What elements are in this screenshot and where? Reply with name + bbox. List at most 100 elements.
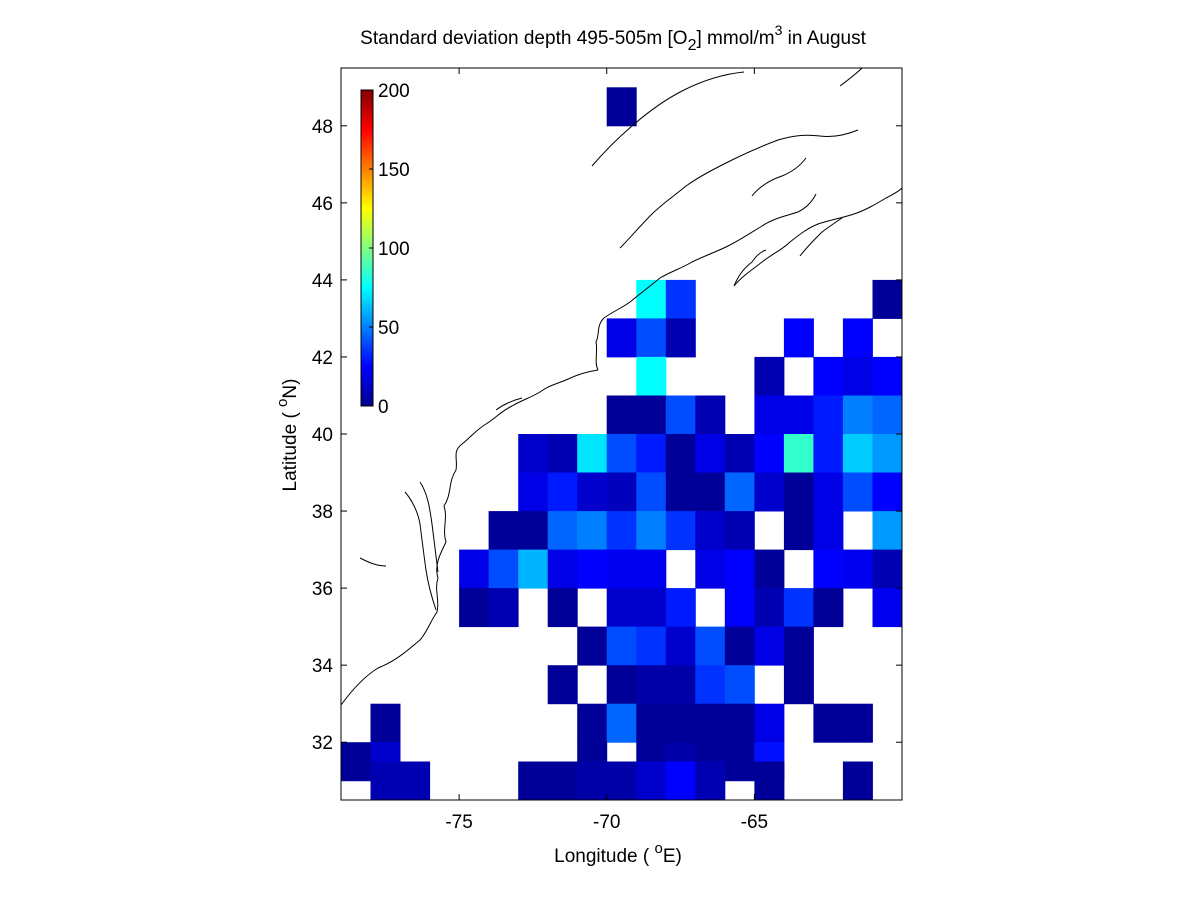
- heatmap-cell: [695, 434, 726, 473]
- heatmap-cell: [636, 549, 667, 589]
- heatmap-cell: [872, 472, 903, 512]
- heatmap-cell: [754, 703, 785, 743]
- heatmap-cell: [636, 318, 667, 358]
- heatmap-cell: [695, 703, 726, 743]
- heatmap-cell: [636, 434, 667, 473]
- heatmap-cell: [488, 511, 519, 551]
- heatmap-cell: [754, 761, 785, 801]
- heatmap-cell: [724, 511, 755, 551]
- y-tick-label: 48: [312, 117, 333, 138]
- heatmap-cell: [606, 761, 637, 801]
- x-axis-label: Longitude ( oE): [554, 840, 682, 867]
- heatmap-cell: [636, 279, 667, 319]
- chart-title: Standard deviation depth 495-505m [O2] m…: [360, 22, 866, 54]
- heatmap-cell: [577, 761, 608, 801]
- heatmap-cell: [577, 703, 608, 743]
- y-axis-ticks: 32 34 36 38 40 42 44 46 48: [312, 117, 902, 754]
- heatmap-cell: [842, 472, 873, 512]
- plot-area: [340, 67, 903, 801]
- heatmap-cell: [813, 434, 844, 473]
- colorbar-tick-label: 50: [378, 318, 399, 339]
- heatmap-cell: [754, 549, 785, 589]
- y-axis-label: Latitude ( oN): [274, 379, 301, 492]
- heatmap-cell: [665, 703, 696, 743]
- heatmap-cell: [636, 356, 667, 396]
- heatmap-cell: [665, 434, 696, 473]
- heatmap-cell: [665, 588, 696, 628]
- heatmap-cell: [665, 511, 696, 551]
- heatmap-cell: [872, 511, 903, 551]
- heatmap-cell: [754, 434, 785, 473]
- heatmap-cell: [341, 742, 371, 782]
- colorbar-tick-label: 150: [378, 160, 410, 181]
- heatmap-cell: [842, 356, 873, 396]
- colorbar-tick-label: 0: [378, 397, 389, 418]
- heatmap-cell: [547, 434, 578, 473]
- colorbar-tick-label: 200: [378, 81, 410, 102]
- heatmap-cell: [783, 434, 814, 473]
- heatmap-cell: [872, 549, 903, 589]
- heatmap-cell: [577, 434, 608, 473]
- heatmap-cell: [813, 472, 844, 512]
- heatmap-cell: [518, 472, 549, 512]
- heatmap-cell: [547, 665, 578, 705]
- colorbar: 0 50 100 150 200: [360, 81, 410, 418]
- heatmap-cell: [606, 703, 637, 743]
- heatmap-cell: [606, 434, 637, 473]
- heatmap-cell: [783, 588, 814, 628]
- heatmap-cell: [695, 472, 726, 512]
- heatmap-cell: [783, 318, 814, 358]
- heatmap-cell: [636, 703, 667, 743]
- y-tick-label: 40: [312, 425, 333, 446]
- heatmap-cell: [606, 626, 637, 666]
- heatmap-cell: [724, 703, 755, 743]
- heatmap-cell: [636, 472, 667, 512]
- heatmap-cell: [842, 703, 873, 743]
- heatmap-cell: [665, 665, 696, 705]
- heatmap-cell: [636, 761, 667, 801]
- y-tick-label: 46: [312, 194, 333, 215]
- heatmap-cell: [400, 761, 431, 801]
- heatmap-cell: [606, 588, 637, 628]
- heatmap-cell: [547, 511, 578, 551]
- heatmap-cell: [518, 549, 549, 589]
- heatmap-cell: [813, 588, 844, 628]
- heatmap-cell: [636, 665, 667, 705]
- heatmap-cell: [606, 472, 637, 512]
- x-tick-label: -65: [741, 812, 768, 833]
- heatmap-cell: [665, 761, 696, 801]
- heatmap-cell: [783, 472, 814, 512]
- heatmap-cell: [577, 626, 608, 666]
- x-tick-label: -75: [445, 812, 472, 833]
- heatmap-cell: [577, 472, 608, 512]
- heatmap-cell: [488, 549, 519, 589]
- heatmap-cell: [813, 511, 844, 551]
- heatmap-cell: [547, 588, 578, 628]
- heatmap-cell: [370, 703, 401, 743]
- heatmap-cell: [783, 511, 814, 551]
- heatmap-cell: [842, 434, 873, 473]
- heatmap-cell: [547, 549, 578, 589]
- heatmap-cell: [636, 395, 667, 435]
- heatmap-cell: [872, 356, 903, 396]
- heatmap-cell: [606, 395, 637, 435]
- heatmap-cell: [547, 761, 578, 801]
- heatmap-cell: [695, 549, 726, 589]
- heatmap-cell: [577, 511, 608, 551]
- heatmap-cell: [606, 665, 637, 705]
- heatmap-cell: [636, 626, 667, 666]
- heatmap-cell: [724, 665, 755, 705]
- heatmap-cell: [606, 549, 637, 589]
- colorbar-ticks: 0 50 100 150 200: [369, 81, 410, 418]
- coastline: [340, 67, 903, 706]
- y-tick-label: 34: [312, 656, 334, 677]
- heatmap-cell: [872, 434, 903, 473]
- heatmap-cell: [872, 588, 903, 628]
- heatmap-cell: [518, 761, 549, 801]
- heatmap-cell: [665, 318, 696, 358]
- heatmap-cell: [813, 395, 844, 435]
- heatmap-cell: [842, 761, 873, 801]
- heatmap-cell: [724, 588, 755, 628]
- x-axis-ticks: -75 -70 -65: [445, 68, 768, 833]
- heatmap-cell: [842, 395, 873, 435]
